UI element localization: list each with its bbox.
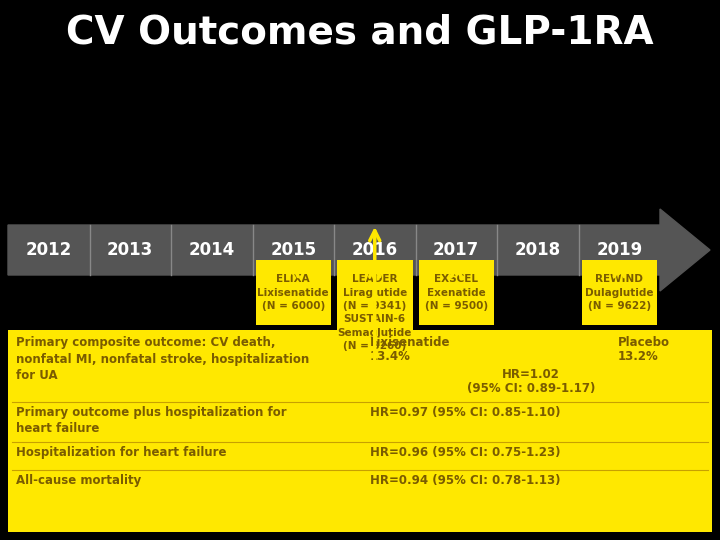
Text: 13.2%: 13.2% <box>618 350 659 363</box>
Text: 2014: 2014 <box>189 241 235 259</box>
FancyBboxPatch shape <box>8 330 712 532</box>
Text: 2019: 2019 <box>596 241 642 259</box>
FancyBboxPatch shape <box>582 260 657 325</box>
Text: 13.4%: 13.4% <box>370 350 411 363</box>
Text: 2017: 2017 <box>433 241 480 259</box>
Text: 2015: 2015 <box>270 241 316 259</box>
Text: EXSCEL
Exenatide
(N = 9500): EXSCEL Exenatide (N = 9500) <box>425 274 488 310</box>
Text: LEADER
Liraglutide
(N = 9341): LEADER Liraglutide (N = 9341) <box>343 274 407 310</box>
Text: Primary outcome plus hospitalization for
heart failure: Primary outcome plus hospitalization for… <box>16 406 287 435</box>
FancyBboxPatch shape <box>337 300 413 365</box>
Text: Placebo: Placebo <box>618 336 670 349</box>
Text: HR=0.97 (95% CI: 0.85-1.10): HR=0.97 (95% CI: 0.85-1.10) <box>370 406 560 419</box>
Text: REWIND
Dulaglutide
(N = 9622): REWIND Dulaglutide (N = 9622) <box>585 274 654 310</box>
Text: All-cause mortality: All-cause mortality <box>16 474 141 487</box>
FancyBboxPatch shape <box>418 260 494 325</box>
Text: Lixisenatide: Lixisenatide <box>370 336 451 349</box>
Text: Hospitalization for heart failure: Hospitalization for heart failure <box>16 446 227 459</box>
Text: ELIXA
Lixisenatide
(N = 6000): ELIXA Lixisenatide (N = 6000) <box>258 274 329 310</box>
Text: HR=0.96 (95% CI: 0.75-1.23): HR=0.96 (95% CI: 0.75-1.23) <box>370 446 560 459</box>
Text: (95% CI: 0.89-1.17): (95% CI: 0.89-1.17) <box>467 382 595 395</box>
Text: 2016: 2016 <box>351 241 398 259</box>
FancyBboxPatch shape <box>337 260 413 325</box>
Text: Primary composite outcome: CV death,
nonfatal MI, nonfatal stroke, hospitalizati: Primary composite outcome: CV death, non… <box>16 336 310 382</box>
Polygon shape <box>8 209 710 291</box>
Text: HR=0.94 (95% CI: 0.78-1.13): HR=0.94 (95% CI: 0.78-1.13) <box>370 474 560 487</box>
Text: 2012: 2012 <box>26 241 72 259</box>
Text: HR=1.02: HR=1.02 <box>502 368 560 381</box>
Text: 2018: 2018 <box>515 241 561 259</box>
Text: SUSTAIN-6
Semaglutide
(N = 3260): SUSTAIN-6 Semaglutide (N = 3260) <box>338 314 412 350</box>
Text: CV Outcomes and GLP-1RA: CV Outcomes and GLP-1RA <box>66 13 654 51</box>
FancyBboxPatch shape <box>256 260 331 325</box>
Text: 2013: 2013 <box>107 241 153 259</box>
